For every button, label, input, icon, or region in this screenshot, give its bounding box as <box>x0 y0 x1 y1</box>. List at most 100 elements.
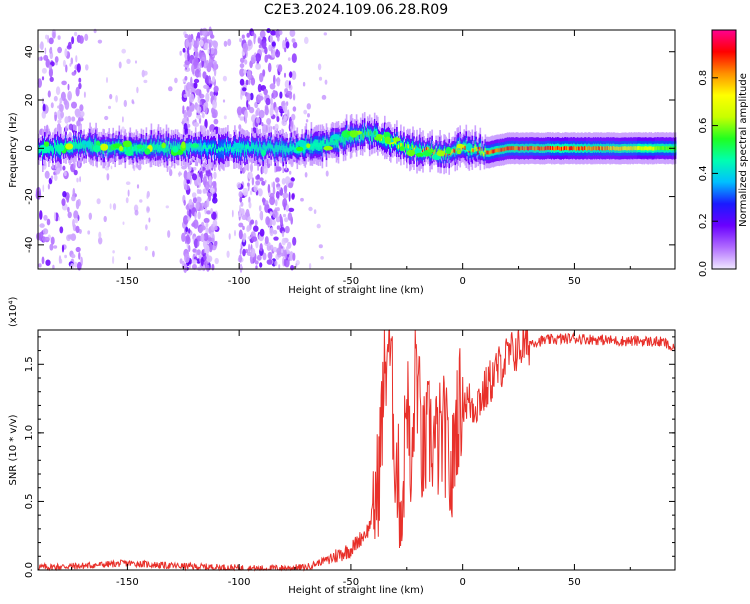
band-core <box>328 143 331 148</box>
snr-multiplier-label: (x10⁴) <box>8 296 19 327</box>
band-core <box>249 147 251 152</box>
band-blob <box>100 143 109 151</box>
band-core <box>375 131 378 136</box>
band-core <box>344 137 347 142</box>
noise-speck <box>204 244 210 254</box>
band-core <box>647 146 650 151</box>
noise-speck <box>49 243 54 251</box>
noise-speck <box>306 103 311 110</box>
noise-speck <box>39 43 42 49</box>
band-core <box>170 146 173 151</box>
noise-speck <box>200 256 204 267</box>
band-core <box>73 142 75 146</box>
band-core <box>577 146 579 150</box>
noise-speck <box>250 163 253 173</box>
band-core <box>535 146 538 151</box>
band-core <box>187 146 190 151</box>
colorbar-tick-label: 0.6 <box>698 118 709 134</box>
noise-speck <box>185 234 190 242</box>
band-core <box>207 148 209 152</box>
band-core <box>612 146 614 150</box>
noise-speck <box>276 207 280 212</box>
noise-speck <box>184 76 188 81</box>
noise-speck <box>49 46 53 51</box>
band-core <box>494 148 497 153</box>
noise-speck <box>208 26 212 36</box>
band-blob <box>331 134 340 140</box>
noise-speck <box>269 196 276 206</box>
noise-speck <box>250 54 256 64</box>
band-core <box>199 143 202 148</box>
band-core <box>637 146 640 150</box>
band-core <box>190 144 193 149</box>
noise-speck <box>41 110 46 119</box>
band-core <box>578 146 580 151</box>
band-core <box>130 145 133 150</box>
noise-speck <box>43 214 48 221</box>
noise-speck <box>247 236 252 240</box>
noise-speck <box>236 106 243 116</box>
noise-speck <box>261 180 266 186</box>
band-core <box>277 147 280 152</box>
noise-speck <box>60 111 64 119</box>
band-core <box>202 144 205 149</box>
noise-speck <box>48 37 54 45</box>
band-core <box>569 146 571 151</box>
band-core <box>656 145 659 150</box>
noise-speck <box>193 238 199 249</box>
band-core <box>177 146 180 151</box>
noise-speck <box>42 184 45 193</box>
band-core <box>319 143 322 148</box>
band-core <box>346 136 349 140</box>
band-blob <box>392 137 401 142</box>
band-core <box>593 146 595 150</box>
noise-speck <box>254 219 258 226</box>
band-blob <box>399 146 405 151</box>
band-core <box>598 146 600 151</box>
noise-speck <box>302 81 306 87</box>
band-core <box>333 142 336 147</box>
noise-speck <box>291 70 297 81</box>
band-core <box>627 146 630 151</box>
colorbar-tick-label: 0.2 <box>698 213 709 229</box>
band-core <box>543 146 546 151</box>
noise-speck <box>75 86 80 97</box>
band-core <box>674 146 677 151</box>
noise-speck <box>253 34 256 45</box>
band-core <box>613 146 615 150</box>
band-core <box>536 146 539 150</box>
band-core <box>427 146 429 151</box>
noise-speck <box>257 83 262 93</box>
noise-speck <box>183 263 188 274</box>
noise-speck <box>274 106 279 114</box>
colorbar-tick-label: 0.8 <box>698 70 709 86</box>
band-core <box>399 143 401 148</box>
band-core <box>514 146 517 151</box>
band-core <box>233 147 235 152</box>
band-blob <box>349 130 358 138</box>
noise-speck <box>308 263 312 269</box>
band-core <box>531 146 534 150</box>
noise-speck <box>273 229 278 235</box>
noise-speck <box>192 235 194 240</box>
snr-panel: -150 -100 -50 0 50 0.0 0.5 1.0 1.5 Height of str… <box>8 296 676 596</box>
noise-speck <box>183 170 188 180</box>
spectrogram-panel: -150 -100 -50 0 50 -40 -20 0 20 40 Height of stra… <box>8 26 677 296</box>
y-tick-label: -20 <box>24 188 35 204</box>
noise-speck <box>272 181 276 190</box>
noise-speck <box>284 176 291 185</box>
band-core <box>38 147 40 152</box>
noise-speck <box>193 78 200 84</box>
band-core <box>269 143 271 148</box>
band-core <box>551 146 553 151</box>
noise-speck <box>134 209 139 216</box>
noise-speck <box>278 30 283 36</box>
noise-speck <box>290 265 295 271</box>
noise-speck <box>261 40 267 49</box>
noise-speck <box>259 211 263 220</box>
noise-speck <box>212 219 218 228</box>
noise-speck <box>182 47 186 53</box>
band-core <box>263 144 265 149</box>
noise-speck <box>67 90 72 101</box>
band-core <box>614 146 616 151</box>
